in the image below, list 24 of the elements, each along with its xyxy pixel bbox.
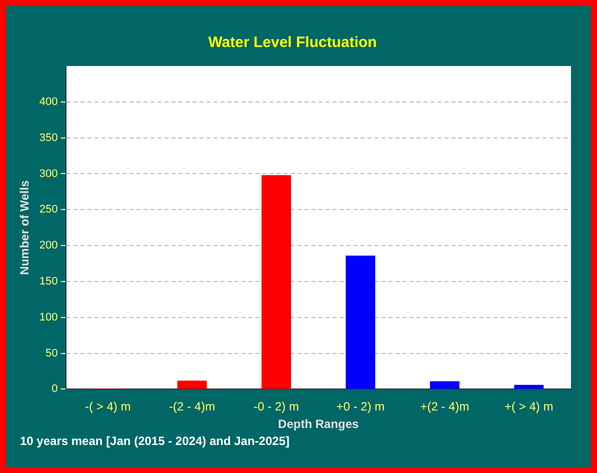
y-tick-label: 350 [39,132,58,144]
y-tick-label: 300 [39,168,58,180]
bar [430,381,460,389]
chart-title: Water Level Fluctuation [208,34,377,52]
bar [177,380,207,389]
y-tick-label: 250 [39,204,58,216]
x-tick-label: -( > 4) m [85,400,131,414]
bar [346,256,376,389]
x-axis-title: Depth Ranges [278,417,360,432]
x-tick-label: +( > 4) m [504,400,554,414]
y-tick-label: 0 [52,383,58,396]
bar [514,384,544,389]
x-tick-label: +0 - 2) m [336,400,385,414]
x-tick-label: -(2 - 4)m [169,400,216,414]
x-tick-label: -0 - 2) m [254,400,299,414]
y-tick-label: 50 [46,347,58,360]
text: 10 years mean [Jan (2015 - 2024) and Jan-2025] [20,434,290,448]
x-tick-label: +(2 - 4)m [420,400,470,414]
y-tick-label: 100 [39,311,58,324]
y-tick-label: 400 [39,96,58,108]
bar [262,175,292,389]
y-tick-label: 150 [39,276,58,288]
y-axis-title: Number of Wells [18,180,32,275]
y-tick-label: 200 [39,240,58,252]
